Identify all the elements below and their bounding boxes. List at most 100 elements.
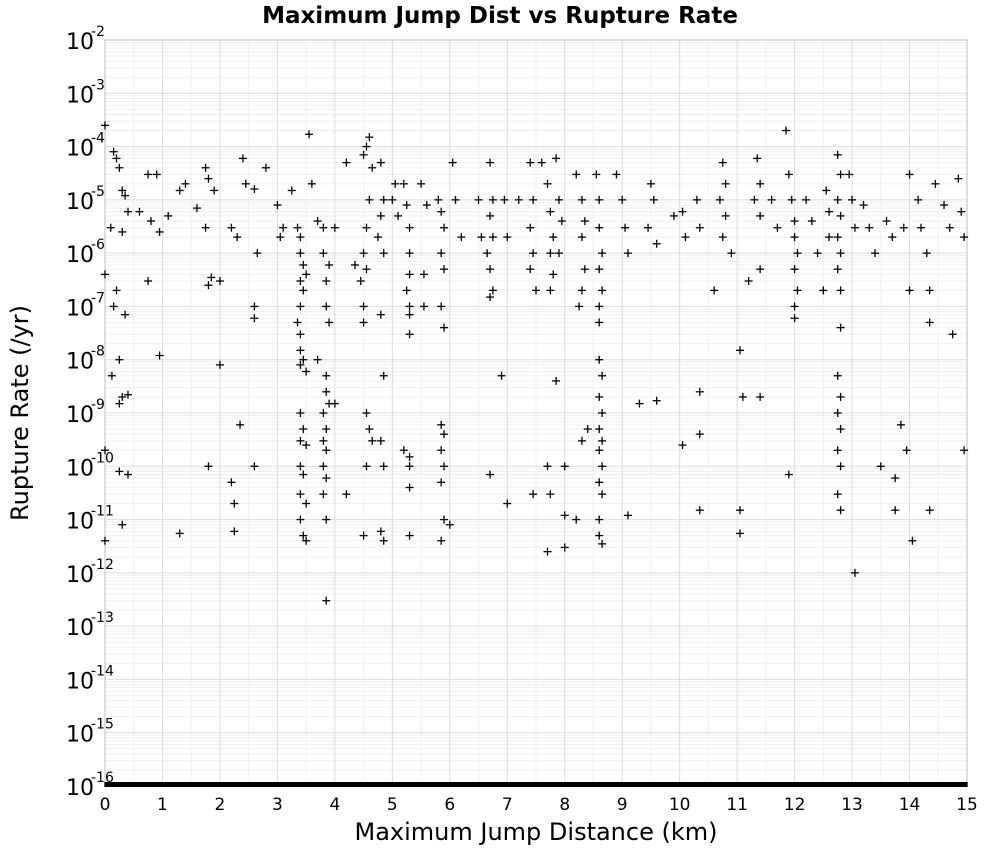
data-point [325,318,334,327]
data-point [440,265,449,274]
data-point [753,154,762,163]
data-point [819,286,828,295]
data-point [313,217,322,226]
data-point [405,270,414,279]
data-point [577,436,586,445]
data-point [572,515,581,524]
y-tick-exponent: -12 [91,557,114,573]
data-point [322,371,331,380]
data-point [155,227,164,236]
data-point [931,179,940,188]
data-point [440,515,449,524]
data-point [756,179,765,188]
y-tick-label: 10 [66,776,94,801]
data-point [279,223,288,232]
data-point [299,355,308,364]
y-tick-labels: 10-210-310-410-510-610-710-810-910-1010-… [66,24,114,801]
data-point [273,201,282,210]
data-point [296,249,305,258]
y-tick-label: 10 [66,83,94,108]
data-point [204,281,213,290]
y-tick-label: 10 [66,137,94,162]
data-point [457,233,466,242]
data-point [405,330,414,339]
data-point [750,195,759,204]
data-point [359,249,368,258]
data-point [302,367,311,376]
data-point [922,249,931,258]
data-point [790,233,799,242]
data-point [296,346,305,355]
data-point [319,462,328,471]
data-point [376,527,385,536]
data-point [833,446,842,455]
x-tick-label: 0 [100,795,111,815]
data-point [123,207,132,216]
data-point [756,392,765,401]
data-point [192,204,201,213]
data-point [580,265,589,274]
data-point [379,536,388,545]
data-point [238,154,247,163]
data-point [359,318,368,327]
data-point [440,323,449,332]
data-point [362,223,371,232]
data-point [152,170,161,179]
data-point [399,446,408,455]
data-point [790,217,799,226]
data-point [118,227,127,236]
data-point [554,249,563,258]
data-point [891,506,900,515]
data-point [405,249,414,258]
data-point [784,470,793,479]
data-point [227,478,236,487]
data-point [644,223,653,232]
data-point [296,490,305,499]
data-point [144,170,153,179]
data-point [440,430,449,439]
data-point [201,163,210,172]
data-point [388,195,397,204]
data-point [598,409,607,417]
data-point [227,223,236,232]
y-tick-label: 10 [66,563,94,588]
data-point [236,420,245,429]
data-point [715,195,724,204]
data-point [598,249,607,258]
data-point [118,186,127,195]
data-point [756,265,765,274]
data-point [405,310,414,319]
data-point [710,286,719,295]
data-point [175,186,184,195]
x-tick-label: 4 [329,795,340,815]
data-point [787,195,796,204]
data-point [592,170,601,179]
data-point [940,201,949,210]
data-point [595,302,604,311]
data-point [793,249,802,258]
data-point [250,314,259,323]
data-point [215,360,224,369]
data-point [164,211,173,220]
data-point [434,195,443,204]
data-point [836,286,845,295]
x-tick-label: 2 [215,795,226,815]
data-point [405,452,414,461]
data-point [526,223,535,232]
data-point [902,446,911,455]
data-point [445,520,454,529]
x-axis-label: Maximum Jump Distance (km) [355,818,718,846]
y-tick-exponent: -8 [91,344,105,360]
data-point [738,392,747,401]
data-point [359,302,368,311]
data-point [546,207,555,216]
data-point [419,302,428,311]
x-tick-label: 10 [669,795,691,815]
data-point [595,425,604,434]
data-point [101,536,109,545]
data-point [422,201,431,210]
y-axis-label: Rupture Rate (/yr) [6,305,34,521]
data-point [833,233,842,242]
y-tick-label: 10 [66,296,94,321]
